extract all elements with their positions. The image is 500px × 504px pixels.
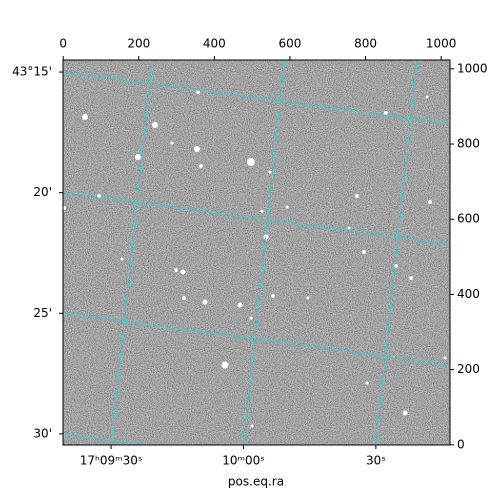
grid-line xyxy=(242,60,286,445)
ra-tick-label: 17ʰ09ᵐ30ˢ xyxy=(80,454,143,468)
grid-line xyxy=(63,312,450,367)
x-tick-label: 200 xyxy=(127,37,150,51)
grid-line xyxy=(63,192,450,246)
y-tick-label: 600 xyxy=(457,212,480,226)
dec-tick-label: 25' xyxy=(33,306,52,320)
grid-line xyxy=(110,60,153,445)
grid-line xyxy=(63,71,450,125)
grid-line xyxy=(375,60,418,445)
x-tick-label: 1000 xyxy=(426,37,457,51)
x-tick-label: 800 xyxy=(354,37,377,51)
y-tick-label: 1000 xyxy=(457,61,488,75)
y-tick-label: 400 xyxy=(457,287,480,301)
x-axis-label: pos.eq.ra xyxy=(228,475,284,489)
grid-line xyxy=(63,433,149,445)
dec-tick-label: 43°15' xyxy=(12,65,52,79)
x-tick-label: 400 xyxy=(203,37,226,51)
dec-tick-label: 30' xyxy=(33,426,52,440)
x-tick-label: 0 xyxy=(59,37,67,51)
dec-tick-label: 20' xyxy=(33,185,52,199)
plot-frame xyxy=(62,59,451,446)
y-tick-label: 0 xyxy=(457,437,465,451)
sky-image xyxy=(62,60,450,445)
ra-tick-label: 10ᵐ00ˢ xyxy=(222,454,265,468)
y-tick-label: 200 xyxy=(457,362,480,376)
ra-tick-label: 30ˢ xyxy=(366,454,386,468)
grid xyxy=(63,60,450,445)
x-tick-label: 600 xyxy=(278,37,301,51)
y-tick-label: 800 xyxy=(457,137,480,151)
